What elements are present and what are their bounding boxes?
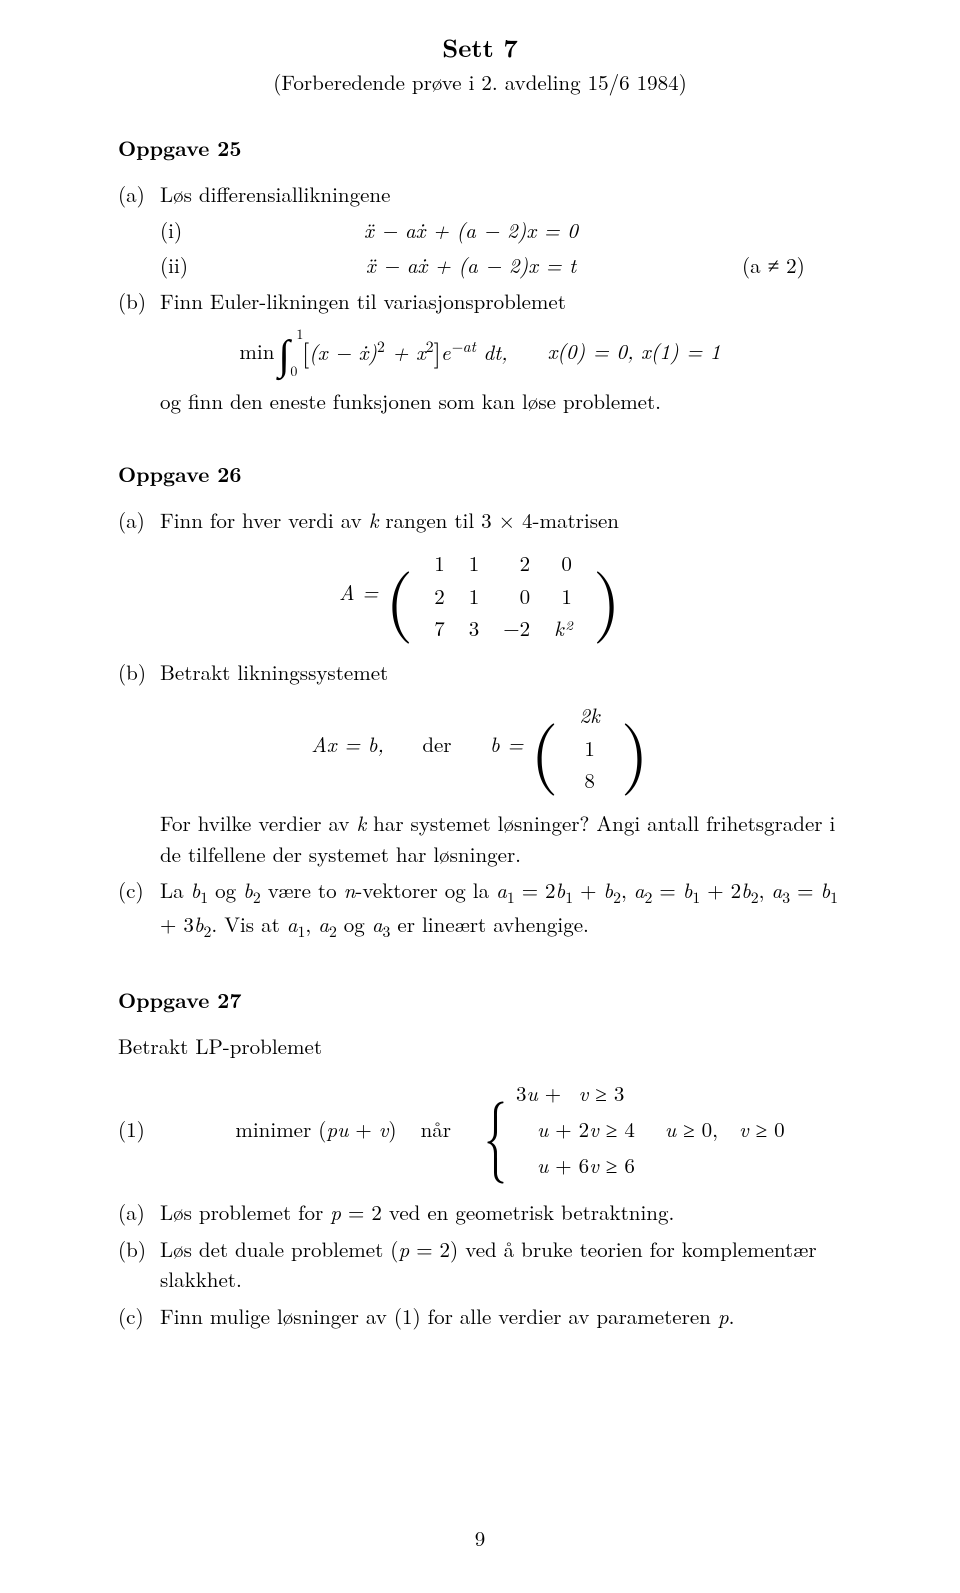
page-number: 9 [0, 1523, 960, 1553]
sub-eq: ẍ − aẋ + (a − 2)x = 0 [364, 215, 578, 245]
oppgave-25b: (b) Finn Euler-likningen til variasjonsp… [118, 286, 842, 316]
min-text: min [239, 336, 274, 366]
oppgave-25b-followup: og finn den eneste funksjonen som kan lø… [160, 386, 842, 416]
part-text: Løs differensiallikningene [160, 179, 390, 209]
oppgave-26b-q: For hvilke verdier av k har systemet løs… [160, 808, 842, 869]
vector-b: 2k 1 8 [567, 699, 611, 796]
part-label: (a) [118, 505, 145, 535]
minimer: minimer (pu + v) [235, 1114, 396, 1144]
oppgave-27a: (a) Løs problemet for p = 2 ved en geome… [118, 1197, 842, 1227]
part-label: (a) [118, 1197, 145, 1227]
oppgave-25-heading: Oppgave 25 [118, 133, 842, 163]
constraint-system: 3u + v ≥ 3 u + 2v ≥ 4 u + 6v ≥ 6 [510, 1075, 641, 1183]
matrix-A: 1120 2101 73−2k² [422, 547, 584, 644]
sub-label: (ii) [160, 250, 200, 280]
sub-eq: ẍ − aẋ + (a − 2)x = t [366, 250, 576, 280]
int-lower: 0 [290, 361, 297, 381]
oppgave-25a-sub: (i) ẍ − aẋ + (a − 2)x = 0 (ii) ẍ − aẋ + … [160, 215, 842, 280]
part-text: Betrakt likningssystemet [160, 657, 388, 687]
eq-tag: (1) [118, 1114, 178, 1144]
part-text: La b1 og b2 være to n-vektorer og la a1 … [160, 875, 838, 939]
part-text: Løs problemet for p = 2 ved en geometris… [160, 1197, 674, 1227]
int-upper: 1 [296, 324, 303, 344]
part-text: Finn for hver verdi av k rangen til 3 × … [160, 505, 619, 535]
oppgave-26b: (b) Betrakt likningssystemet [118, 657, 842, 687]
part-label: (b) [118, 1234, 146, 1264]
part-label: (c) [118, 1301, 144, 1331]
oppgave-26-heading: Oppgave 26 [118, 459, 842, 489]
part-label: (b) [118, 286, 146, 316]
page-title: Sett 7 [118, 30, 842, 65]
part-text: Finn Euler-likningen til variasjonsprobl… [160, 286, 566, 316]
oppgave-27-heading: Oppgave 27 [118, 985, 842, 1015]
page-subtitle: (Forberedende prøve i 2. avdeling 15/6 1… [118, 67, 842, 97]
sub-label: (i) [160, 215, 200, 245]
oppgave-25a: (a) Løs differensiallikningene [118, 179, 842, 209]
part-label: (a) [118, 179, 145, 209]
part-text: Finn mulige løsninger av (1) for alle ve… [160, 1301, 734, 1331]
int-cond: x(0) = 0, x(1) = 1 [548, 336, 721, 366]
oppgave-27c: (c) Finn mulige løsninger av (1) for all… [118, 1301, 842, 1331]
nar: når [421, 1114, 451, 1144]
sub-cond: (a ≠ 2) [742, 250, 842, 280]
nonneg-cond: u ≥ 0, v ≥ 0 [665, 1114, 785, 1144]
oppgave-26a: (a) Finn for hver verdi av k rangen til … [118, 505, 842, 535]
oppgave-26b-system: Ax = b, der b = ( 2k 1 8 ) [118, 699, 842, 796]
oppgave-26c: (c) La b1 og b2 være to n-vektorer og la… [118, 875, 842, 943]
oppgave-26a-matrix: A = ( 1120 2101 73−2k² ) [118, 547, 842, 644]
oppgave-27-pre: Betrakt LP-problemet [118, 1031, 842, 1061]
page-container: Sett 7 (Forberedende prøve i 2. avdeling… [0, 0, 960, 1593]
oppgave-27b: (b) Løs det duale problemet (p = 2) ved … [118, 1234, 842, 1295]
part-text: Løs det duale problemet (p = 2) ved å br… [160, 1234, 817, 1294]
oppgave-27-lp: (1) minimer (pu + v) når { 3u + v ≥ 3 u … [118, 1075, 842, 1183]
part-label: (b) [118, 657, 146, 687]
oppgave-25b-integral: min ∫ 1 0 [(x − ẋ)2 + x2]e−at dt, x(0) =… [118, 333, 842, 371]
part-label: (c) [118, 875, 144, 905]
